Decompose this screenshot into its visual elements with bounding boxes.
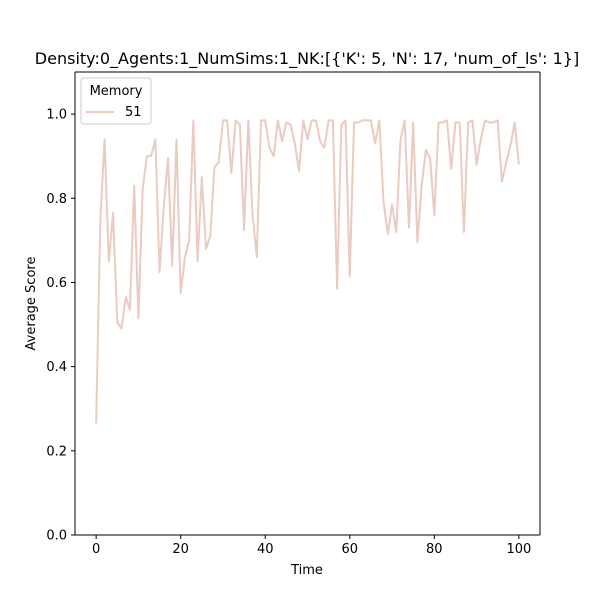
y-tick-label: 0.6 <box>46 276 67 291</box>
y-tick-label: 1.0 <box>46 108 67 123</box>
legend: Memory 51 <box>80 77 152 125</box>
plot-area <box>75 72 540 535</box>
x-axis-label: Time <box>290 563 323 578</box>
axes <box>74 71 541 536</box>
x-axis-ticks: 0 20 40 60 80 100 <box>92 535 531 557</box>
x-tick-label: 20 <box>172 542 189 557</box>
x-tick-label: 60 <box>341 542 358 557</box>
chart-title: Density:0_Agents:1_NumSims:1_NK:[{'K': 5… <box>35 49 579 69</box>
series-layer <box>95 119 520 424</box>
y-tick-label: 0.2 <box>46 444 67 459</box>
y-tick-label: 0.0 <box>46 529 67 544</box>
y-axis-label: Average Score <box>24 257 39 351</box>
x-tick-label: 40 <box>257 542 274 557</box>
legend-entry-label: 51 <box>125 105 142 120</box>
x-tick-label: 80 <box>426 542 443 557</box>
x-tick-label: 100 <box>506 542 531 557</box>
y-tick-label: 0.4 <box>46 360 67 375</box>
y-axis-ticks: 0.0 0.2 0.4 0.6 0.8 1.0 <box>46 108 75 544</box>
legend-title: Memory <box>90 84 143 99</box>
x-tick-label: 0 <box>92 542 100 557</box>
y-tick-label: 0.8 <box>46 192 67 207</box>
